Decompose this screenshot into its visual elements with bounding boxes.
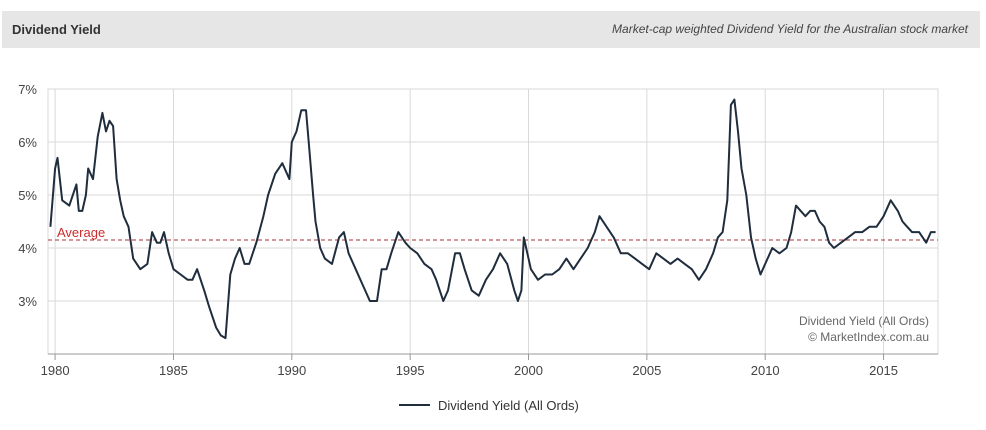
x-tick-label: 2015 — [869, 363, 898, 378]
chart-header: Dividend Yield Market-cap weighted Divid… — [2, 11, 980, 48]
legend[interactable]: Dividend Yield (All Ords) — [399, 398, 579, 413]
y-tick-label: 4% — [18, 241, 37, 256]
x-axis: 1980 1985 1990 1995 2000 2005 2010 2015 — [41, 353, 938, 378]
credit: Dividend Yield (All Ords) © MarketIndex.… — [799, 314, 929, 344]
chart-subtitle: Market-cap weighted Dividend Yield for t… — [612, 22, 968, 36]
x-tick-label: 1990 — [277, 363, 306, 378]
y-axis: 3% 4% 5% 6% 7% — [18, 82, 37, 309]
series-line — [49, 98, 936, 340]
chart-title: Dividend Yield — [12, 22, 101, 37]
series-layer — [49, 98, 936, 340]
x-tick-label: 2010 — [751, 363, 780, 378]
average-layer: Average — [48, 225, 938, 241]
y-tick-label: 6% — [18, 135, 37, 150]
credit-line-1: Dividend Yield (All Ords) — [799, 314, 929, 328]
x-tick-label: 1995 — [396, 363, 425, 378]
y-tick-label: 5% — [18, 188, 37, 203]
x-tick-label: 2005 — [632, 363, 661, 378]
x-tick-label: 1980 — [41, 363, 70, 378]
x-tick-label: 2000 — [514, 363, 543, 378]
x-tick-label: 1985 — [159, 363, 188, 378]
y-tick-label: 7% — [18, 82, 37, 97]
y-tick-label: 3% — [18, 294, 37, 309]
legend-label[interactable]: Dividend Yield (All Ords) — [438, 398, 579, 413]
credit-line-2: © MarketIndex.com.au — [808, 330, 929, 344]
average-label: Average — [57, 225, 105, 240]
